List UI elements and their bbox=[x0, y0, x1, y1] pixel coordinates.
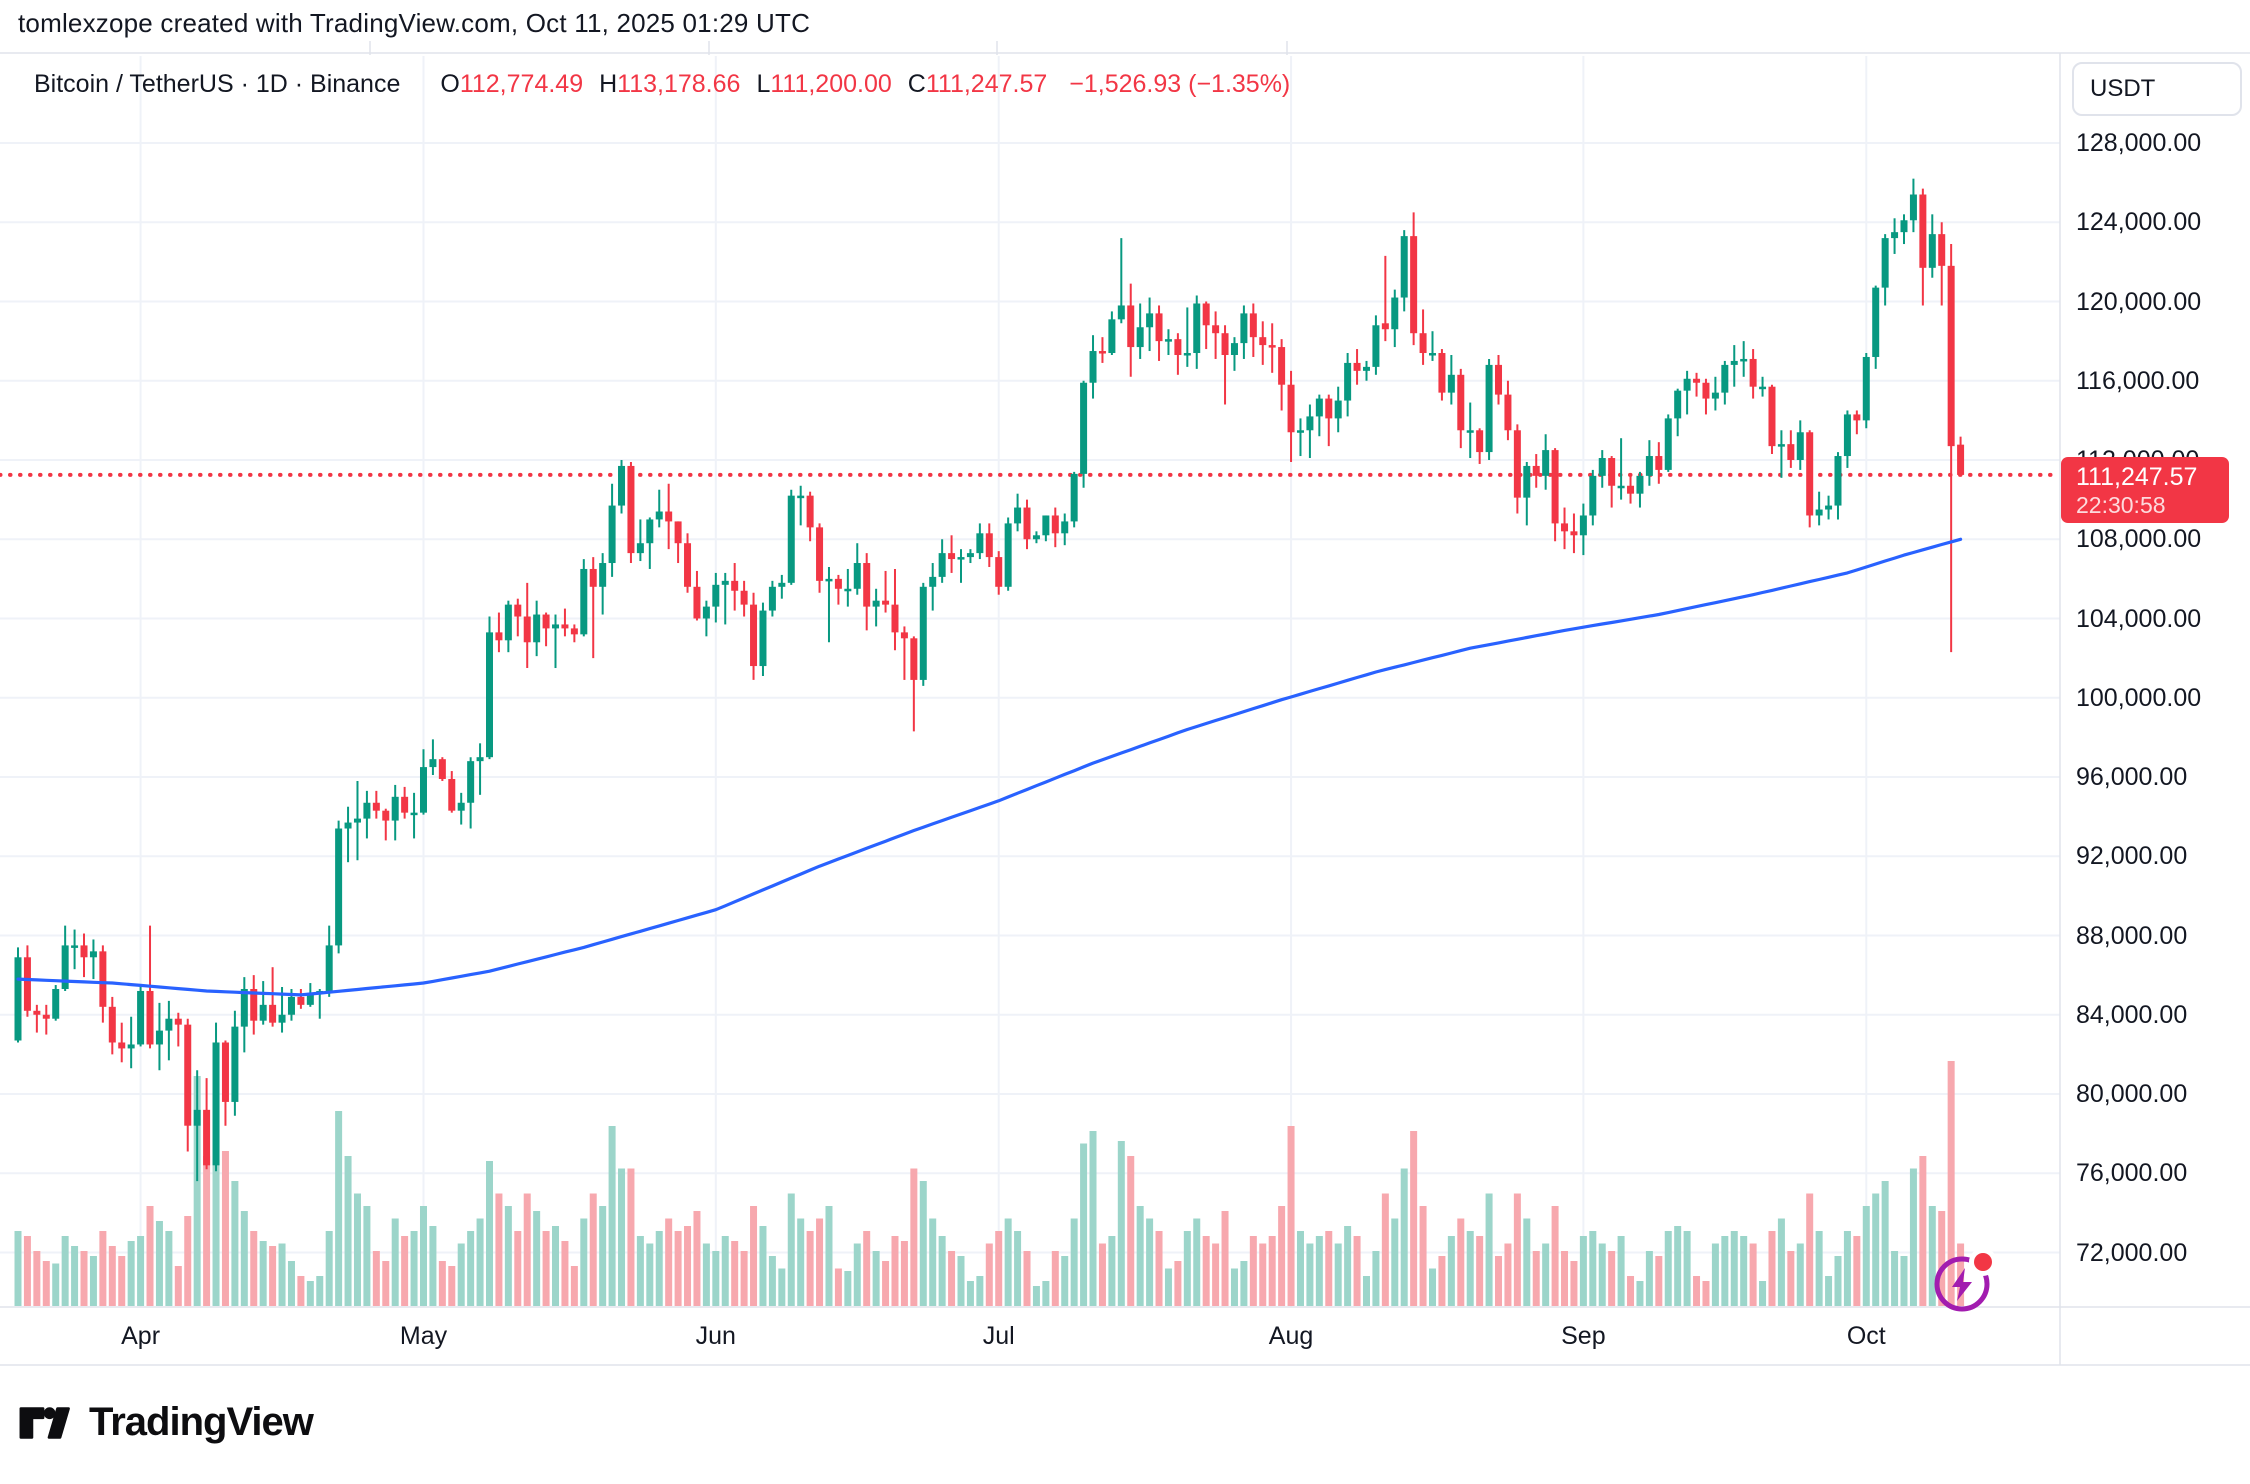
time-axis-label: Apr bbox=[121, 1322, 161, 1350]
ohlc-key: C bbox=[907, 70, 926, 98]
ohlc-key: L bbox=[756, 70, 771, 98]
symbol-title[interactable]: Bitcoin / TetherUS · 1D · Binance bbox=[34, 70, 401, 98]
circle-outline bbox=[1934, 1256, 1990, 1312]
price-axis-label: 120,000.00 bbox=[2076, 287, 2202, 316]
price-axis-label: 100,000.00 bbox=[2076, 683, 2202, 712]
price-axis-label: 116,000.00 bbox=[2076, 366, 2200, 395]
lightning-icon[interactable] bbox=[1929, 1249, 1995, 1315]
price-axis-label: 104,000.00 bbox=[2076, 604, 2202, 633]
tradingview-logo[interactable]: TradingView bbox=[18, 1400, 314, 1445]
time-axis-label: Sep bbox=[1561, 1322, 1606, 1350]
ohlc-value: 113,178.66 bbox=[617, 70, 741, 98]
last-price-value: 111,247.57 bbox=[2076, 463, 2198, 491]
brand-wordmark: TradingView bbox=[89, 1400, 314, 1444]
time-axis-label: Jul bbox=[982, 1322, 1015, 1350]
notification-dot-icon bbox=[1974, 1253, 1992, 1271]
price-axis-label: 124,000.00 bbox=[2076, 208, 2202, 237]
price-axis-label: 108,000.00 bbox=[2076, 525, 2202, 554]
price-axis-label: 80,000.00 bbox=[2076, 1080, 2188, 1108]
tradingview-mark-icon bbox=[19, 1406, 70, 1439]
ohlc-value: 111,247.57 bbox=[925, 70, 1048, 98]
attribution-text: tomlexzope created with TradingView.com,… bbox=[18, 8, 811, 38]
price-axis-label: 128,000.00 bbox=[2076, 129, 2202, 157]
currency-button[interactable]: USDT bbox=[2072, 62, 2242, 116]
time-axis-label: Jun bbox=[695, 1322, 736, 1350]
price-axis-label: 92,000.00 bbox=[2076, 842, 2188, 871]
change-value: −1,526.93 (−1.35%) bbox=[1069, 70, 1291, 98]
ohlc-key: H bbox=[599, 70, 618, 98]
last-price-label: 111,247.57 22:30:58 bbox=[2061, 457, 2229, 523]
time-axis-label: Aug bbox=[1268, 1322, 1314, 1350]
price-axis-label: 84,000.00 bbox=[2076, 1000, 2188, 1029]
ohlc-value: 112,774.49 bbox=[459, 70, 584, 98]
ohlc-values: O 112,774.49 H 113,178.66 L 111,200.00 C 111,24… bbox=[424, 70, 1047, 99]
time-axis-label: May bbox=[399, 1322, 448, 1350]
price-axis-label: 96,000.00 bbox=[2076, 763, 2188, 791]
bolt-icon bbox=[1952, 1268, 1972, 1301]
bar-countdown: 22:30:58 bbox=[2076, 492, 2166, 518]
symbol-legend: Bitcoin / TetherUS · 1D · Binance O 112,7… bbox=[34, 70, 1290, 99]
price-axis-label: 76,000.00 bbox=[2076, 1159, 2188, 1188]
ohlc-value: 111,200.00 bbox=[770, 70, 892, 98]
time-axis-label: Oct bbox=[1846, 1322, 1886, 1350]
ohlc-key: O bbox=[440, 70, 460, 98]
price-axis-label: 88,000.00 bbox=[2076, 921, 2188, 950]
price-axis-label: 72,000.00 bbox=[2076, 1238, 2188, 1267]
